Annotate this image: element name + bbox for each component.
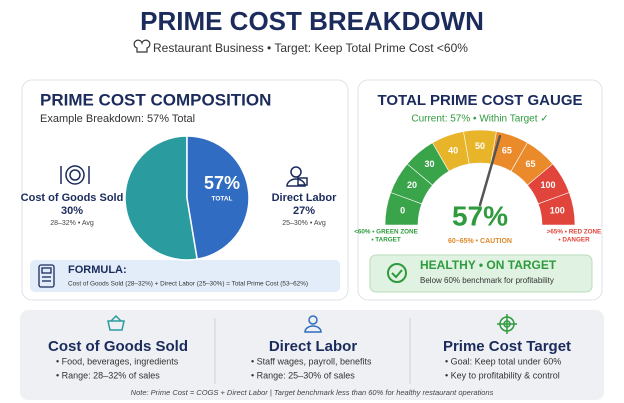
card-item: • Staff wages, payroll, benefits <box>251 356 372 366</box>
card-item: • Range: 25–30% of sales <box>251 370 355 380</box>
panel-subtitle: Example Breakdown: 57% Total <box>40 113 195 125</box>
slice-value-label: 27% <box>293 205 315 217</box>
zone-label: • DANGER <box>558 237 590 244</box>
target-icon <box>497 314 517 334</box>
gauge-tick-label: 65 <box>502 146 512 156</box>
chef-icon <box>133 39 151 53</box>
status-text: Below 60% benchmark for profitability <box>420 276 554 285</box>
check-icon <box>387 263 407 283</box>
person-icon <box>304 315 322 333</box>
formula-text: Cost of Goods Sold (28–32%) + Direct Lab… <box>68 281 308 288</box>
gauge-tick-label: 100 <box>540 180 555 190</box>
formula-box <box>30 260 340 292</box>
summary-band <box>20 310 604 400</box>
pie-center-caption: TOTAL <box>211 196 232 203</box>
status-title: HEALTHY • ON TARGET <box>420 258 557 272</box>
zone-label: • TARGET <box>371 237 401 244</box>
basket-icon <box>107 314 125 331</box>
card-title: Prime Cost Target <box>443 338 571 355</box>
gauge-needle <box>478 134 502 207</box>
card-item: • Goal: Keep total under 60% <box>445 356 561 366</box>
plate-icon <box>60 165 90 185</box>
gauge-segment <box>537 192 576 226</box>
zone-label: <60% • GREEN ZONE <box>354 229 418 236</box>
card-title: Cost of Goods Sold <box>48 338 188 355</box>
gauge-tick-label: 30 <box>425 159 435 169</box>
card-item: • Food, beverages, ingredients <box>56 356 179 366</box>
gauge-panel <box>357 79 603 301</box>
page-title: PRIME COST BREAKDOWN <box>140 6 484 36</box>
pie-slice <box>186 135 250 261</box>
slice-note: 25–30% • Avg <box>282 220 326 227</box>
pie-slice <box>124 135 199 261</box>
status-box <box>369 254 593 293</box>
formula-label: FORMULA: <box>68 264 127 276</box>
card-item: • Range: 28–32% of sales <box>56 370 160 380</box>
page-subtitle: Restaurant Business • Target: Keep Total… <box>153 41 468 55</box>
slice-value-label: 30% <box>61 205 83 217</box>
slice-label: Direct Labor <box>272 192 338 204</box>
gauge-tick-label: 100 <box>550 206 565 216</box>
footnote: Note: Prime Cost = COGS + Direct Labor |… <box>131 388 494 397</box>
gauge-tick-label: 65 <box>525 159 535 169</box>
zone-label: >65% • RED ZONE <box>547 229 602 236</box>
gauge-tick-label: 50 <box>475 141 485 151</box>
card-item: • Key to profitability & control <box>445 370 560 380</box>
gauge-tick-label: 0 <box>400 206 405 216</box>
panel-title: PRIME COST COMPOSITION <box>40 90 271 109</box>
card-title: Direct Labor <box>269 338 358 355</box>
gauge-subtitle: Current: 57% • Within Target ✓ <box>411 114 548 125</box>
gauge-value-caption: 60–65% • CAUTION <box>448 238 512 245</box>
labor-icon <box>286 166 308 187</box>
gauge-title: TOTAL PRIME COST GAUGE <box>377 92 582 109</box>
slice-label: Cost of Goods Sold <box>21 192 124 204</box>
calculator-icon <box>38 264 55 288</box>
pie-center-label: 57% <box>204 173 240 193</box>
gauge-value-label: 57% <box>452 200 508 231</box>
gauge-tick-label: 40 <box>448 146 458 156</box>
gauge-tick-label: 20 <box>407 180 417 190</box>
slice-note: 28–32% • Avg <box>50 220 94 227</box>
